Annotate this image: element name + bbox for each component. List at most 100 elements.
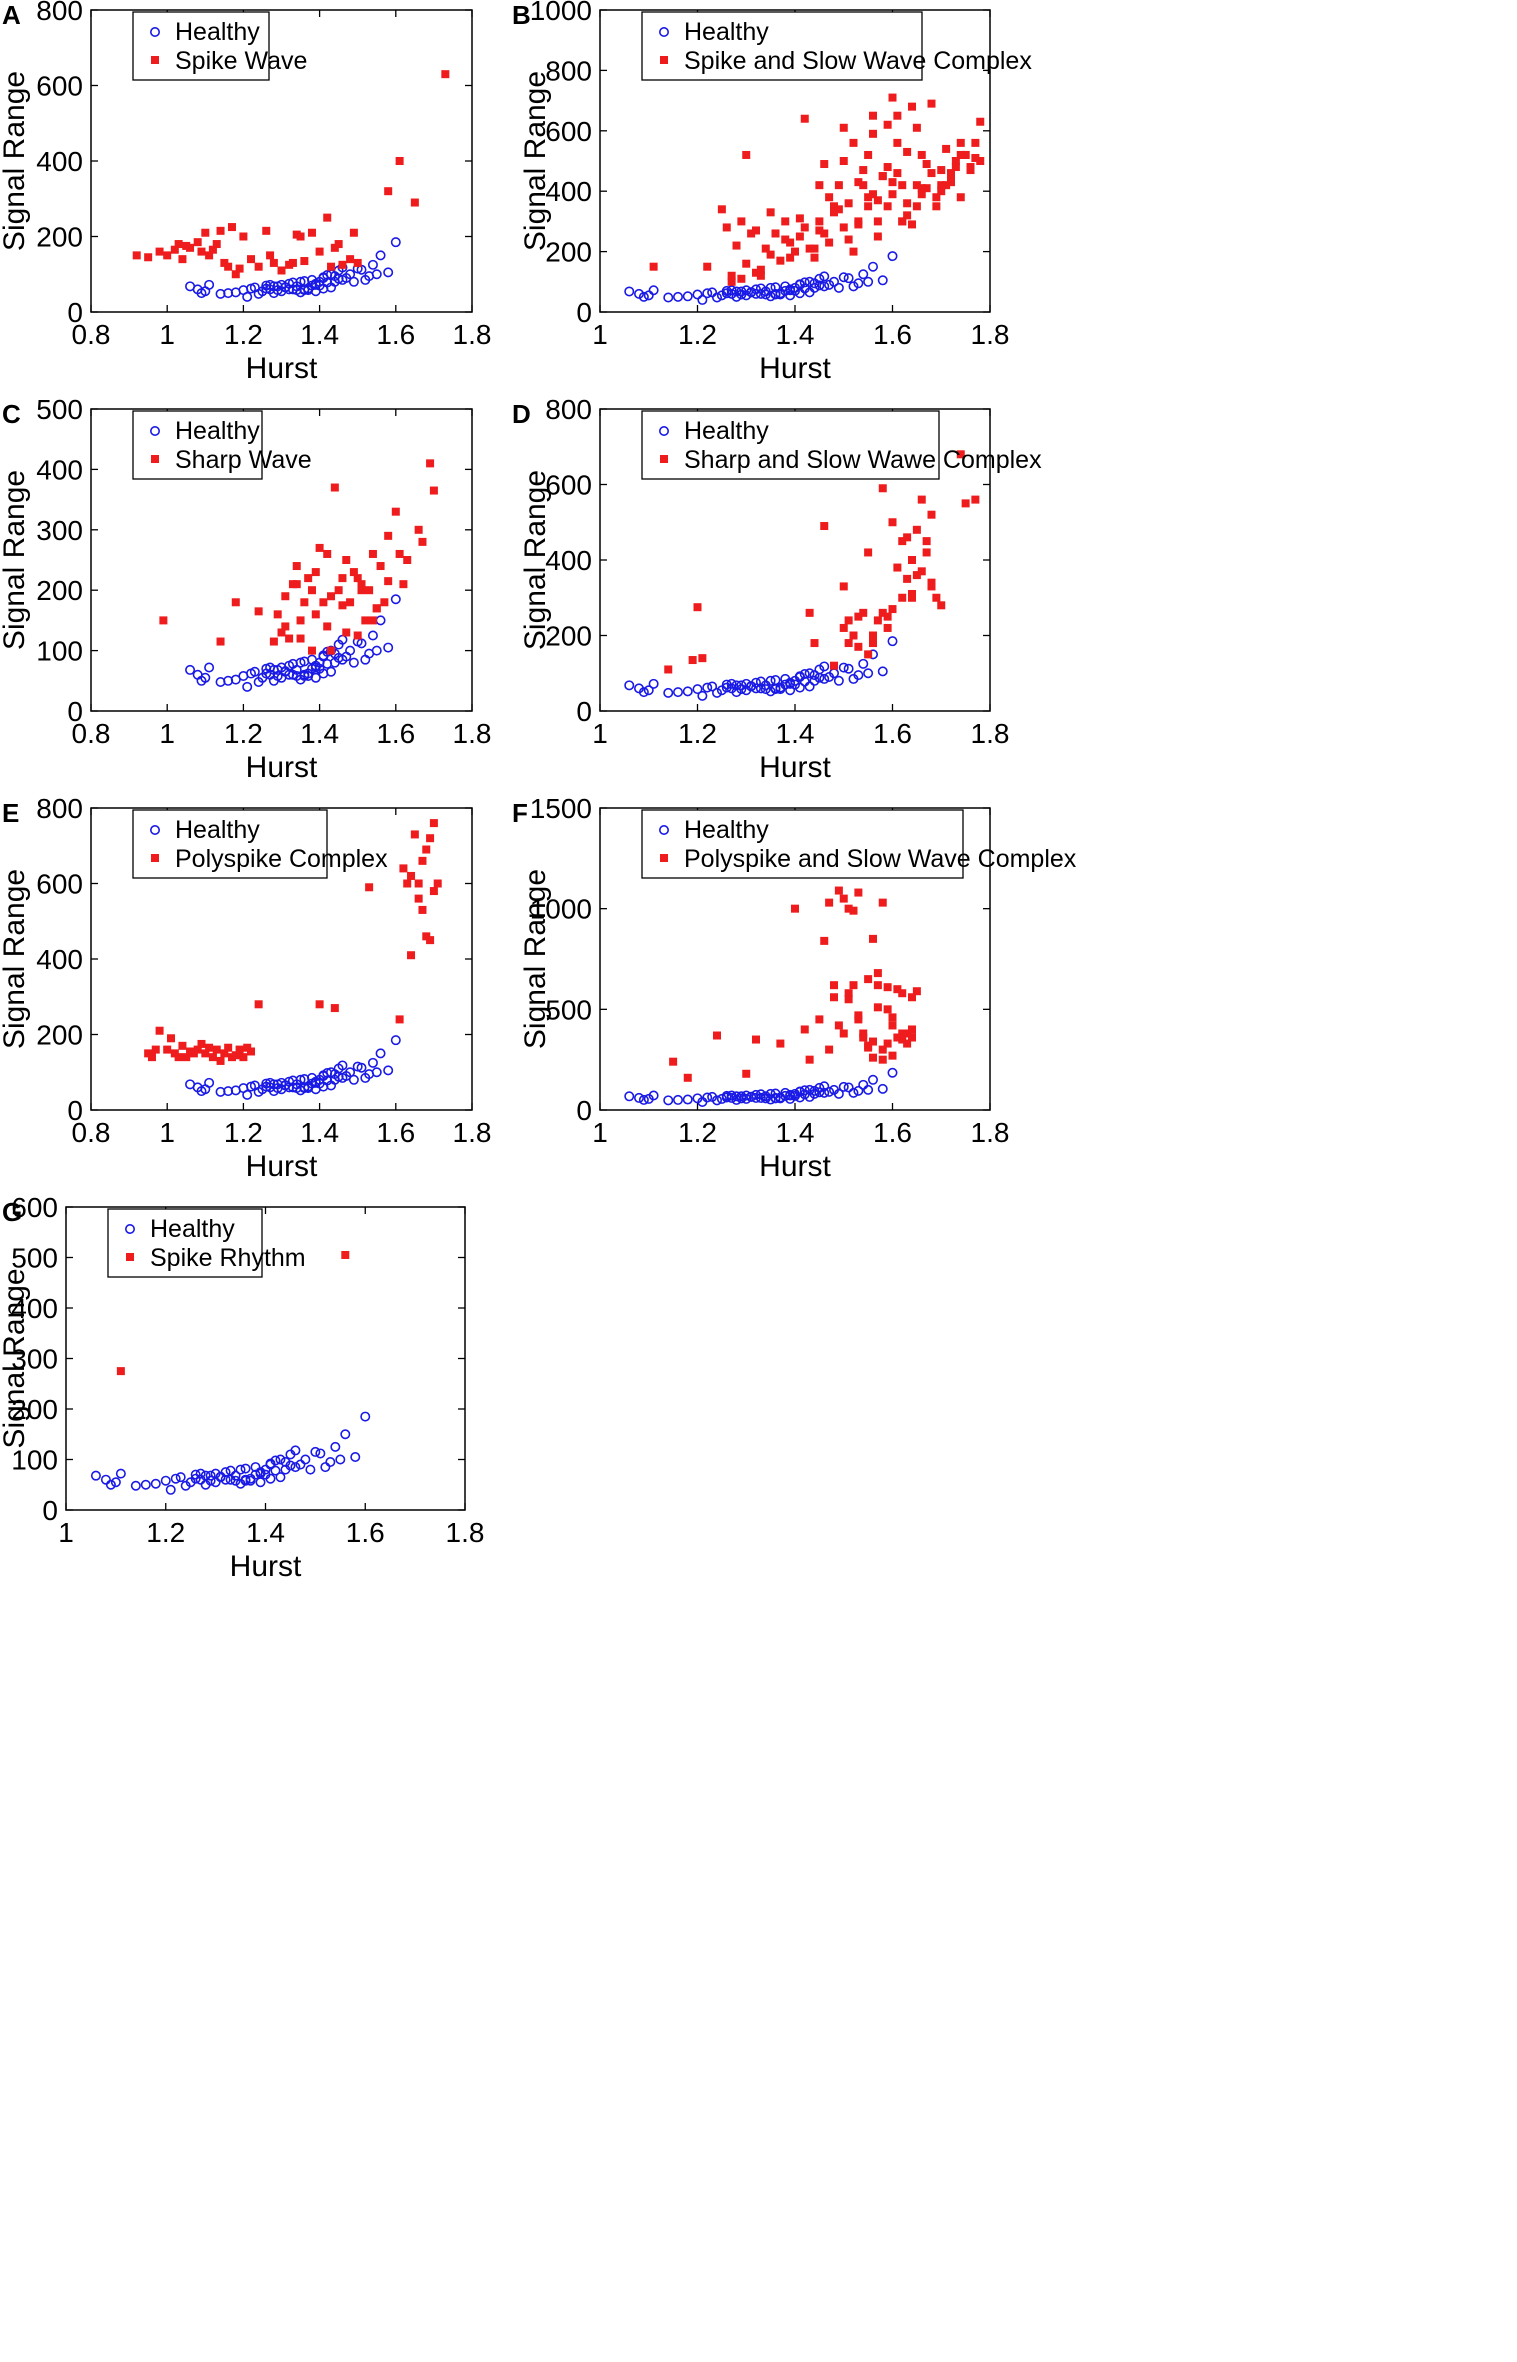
healthy-point: [770, 675, 781, 686]
healthy-point: [230, 1470, 241, 1481]
healthy-point: [375, 1048, 386, 1059]
pathology-point: [864, 650, 873, 659]
healthy-point: [341, 651, 352, 662]
legend-label-pathology: Polyspike and Slow Wave Complex: [684, 845, 1077, 873]
legend-marker-healthy: [125, 1224, 136, 1235]
legend-label-healthy: Healthy: [175, 18, 260, 46]
healthy-point: [819, 271, 830, 282]
pathology-point: [781, 217, 790, 226]
pathology-point: [820, 936, 829, 945]
pathology-point: [315, 1000, 324, 1009]
pathology-point: [830, 202, 838, 211]
healthy-point: [318, 650, 329, 661]
healthy-point: [785, 1090, 796, 1101]
pathology-point: [917, 184, 926, 193]
pathology-point: [429, 887, 438, 896]
healthy-point: [682, 291, 693, 302]
panel-letter: A: [2, 0, 21, 30]
pathology-series: [116, 1250, 350, 1376]
pathology-point: [869, 934, 877, 943]
y-tick-label: 1500: [530, 793, 592, 824]
pathology-point: [212, 1045, 221, 1054]
healthy-point: [220, 1474, 231, 1485]
healthy-point: [290, 1445, 301, 1456]
pathology-point: [776, 256, 785, 265]
pathology-point: [307, 646, 316, 655]
pathology-point: [966, 166, 975, 175]
pathology-series: [159, 459, 438, 655]
pathology-point: [893, 1033, 902, 1042]
healthy-point: [638, 687, 649, 698]
pathology-series: [664, 450, 980, 674]
healthy-point: [337, 1060, 348, 1071]
x-tick-label: 1.4: [300, 319, 339, 350]
pathology-point: [815, 217, 824, 226]
healthy-point: [272, 281, 283, 292]
legend-label-healthy: Healthy: [684, 18, 769, 46]
y-tick-label: 400: [36, 454, 83, 485]
healthy-point: [775, 684, 786, 695]
pathology-point: [903, 199, 912, 208]
pathology-point: [849, 631, 858, 640]
pathology-point: [189, 1049, 198, 1058]
pathology-point: [288, 258, 297, 267]
pathology-point: [349, 228, 358, 237]
healthy-point: [731, 1091, 742, 1102]
pathology-point: [201, 1049, 210, 1058]
pathology-point: [330, 483, 339, 492]
pathology-point: [319, 598, 328, 607]
pathology-point: [201, 228, 210, 237]
pathology-series: [669, 886, 921, 1082]
healthy-point: [318, 272, 329, 283]
x-axis-label: Hurst: [759, 751, 831, 784]
healthy-point: [290, 1462, 301, 1473]
healthy-point: [819, 661, 830, 672]
pathology-point: [922, 184, 931, 193]
pathology-point: [167, 1034, 176, 1043]
pathology-point: [864, 202, 873, 211]
pathology-point: [888, 1013, 897, 1022]
pathology-point: [908, 102, 916, 111]
healthy-point: [310, 662, 321, 673]
pathology-point: [942, 144, 951, 153]
healthy-point: [648, 1090, 659, 1101]
pathology-point: [834, 181, 843, 190]
panel-letter: C: [2, 399, 21, 429]
pathology-point: [976, 157, 985, 165]
pathology-point: [903, 1029, 912, 1038]
pathology-point: [864, 1043, 873, 1052]
y-axis-label: Signal Range: [519, 869, 552, 1049]
pathology-point: [971, 495, 980, 504]
pathology-point: [805, 244, 814, 253]
pathology-point: [888, 1051, 897, 1060]
pathology-point: [327, 592, 336, 601]
healthy-point: [360, 1411, 371, 1422]
pathology-point: [247, 255, 256, 264]
pathology-point: [342, 556, 351, 564]
legend-label-pathology: Spike and Slow Wave Complex: [684, 47, 1032, 75]
y-tick-label: 400: [36, 944, 83, 975]
pathology-point: [810, 253, 819, 262]
pathology-point: [849, 906, 858, 915]
pathology-point: [888, 1021, 897, 1030]
pathology-point: [922, 160, 931, 169]
pathology-point: [414, 525, 423, 534]
healthy-point: [780, 1090, 791, 1101]
chart-panel-a: A 0.8 1 1.2 1.4 1.6 1.8 0 200 400 600 800 Hurst Signa…: [0, 0, 491, 385]
healthy-point: [672, 687, 683, 698]
healthy-point: [716, 685, 727, 696]
healthy-point: [809, 1085, 820, 1096]
pathology-point: [917, 190, 926, 199]
pathology-point: [410, 198, 419, 207]
healthy-point: [305, 1464, 316, 1475]
healthy-point: [204, 1077, 215, 1088]
pathology-point: [418, 856, 427, 865]
healthy-point: [299, 1074, 310, 1085]
healthy-point: [858, 269, 869, 280]
legend-box: [641, 410, 940, 480]
pathology-point: [227, 1053, 236, 1062]
healthy-point: [721, 288, 732, 299]
